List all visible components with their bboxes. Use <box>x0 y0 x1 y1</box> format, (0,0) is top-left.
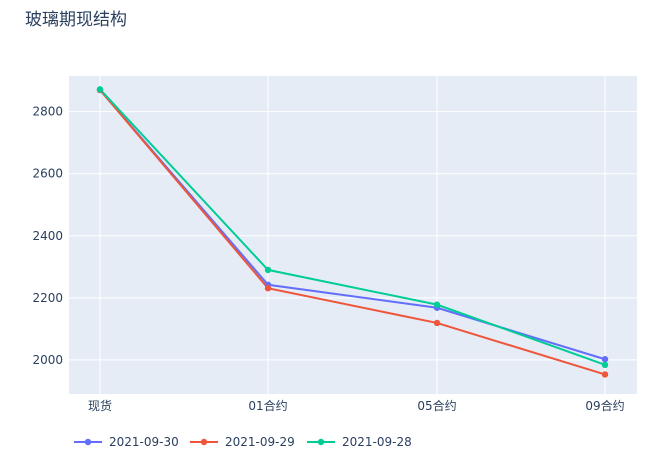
series-line-2021-09-30 <box>99 89 606 361</box>
legend-label: 2021-09-28 <box>342 435 412 449</box>
data-point-2021-09-30-09合约[interactable] <box>601 356 609 363</box>
legend: 2021-09-30 2021-09-29 2021-09-28 <box>74 435 412 449</box>
series-lines <box>99 88 606 376</box>
x-tick-label: 05合约 <box>417 398 456 413</box>
y-tick-label: 2600 <box>32 167 63 181</box>
gridlines <box>69 76 637 394</box>
y-tick-label: 2000 <box>32 353 63 367</box>
legend-label: 2021-09-29 <box>225 435 295 449</box>
data-point-2021-09-28-01合约[interactable] <box>264 266 272 274</box>
x-axis: 现货 01合约 05合约 09合约 <box>88 398 625 413</box>
x-tick-label: 现货 <box>88 398 112 413</box>
legend-label: 2021-09-30 <box>109 435 179 449</box>
legend-swatch-marker <box>317 438 325 446</box>
legend-swatch-marker <box>200 438 208 446</box>
x-tick-label: 01合约 <box>248 398 287 413</box>
y-tick-label: 2200 <box>32 291 63 305</box>
data-point-2021-09-28-现货[interactable] <box>96 86 104 93</box>
series-markers <box>96 86 609 378</box>
data-point-2021-09-29-05合约[interactable] <box>433 319 441 327</box>
y-tick-label: 2800 <box>32 105 63 119</box>
series-line-2021-09-29 <box>99 89 606 376</box>
chart-title: 玻璃期现结构 <box>25 10 127 30</box>
y-axis: 2000 2200 2400 2600 2800 <box>32 105 63 367</box>
data-point-2021-09-29-09合约[interactable] <box>601 371 609 378</box>
legend-item-2021-09-28[interactable]: 2021-09-28 <box>307 435 412 449</box>
data-point-2021-09-29-01合约[interactable] <box>264 285 272 292</box>
series-line-2021-09-28 <box>99 88 606 366</box>
y-tick-label: 2400 <box>32 229 63 243</box>
x-tick-label: 09合约 <box>585 398 624 413</box>
data-point-2021-09-28-05合约[interactable] <box>433 301 441 308</box>
legend-item-2021-09-30[interactable]: 2021-09-30 <box>74 435 179 449</box>
legend-swatch-marker <box>84 438 92 446</box>
legend-item-2021-09-29[interactable]: 2021-09-29 <box>190 435 295 449</box>
data-point-2021-09-28-09合约[interactable] <box>601 361 609 369</box>
